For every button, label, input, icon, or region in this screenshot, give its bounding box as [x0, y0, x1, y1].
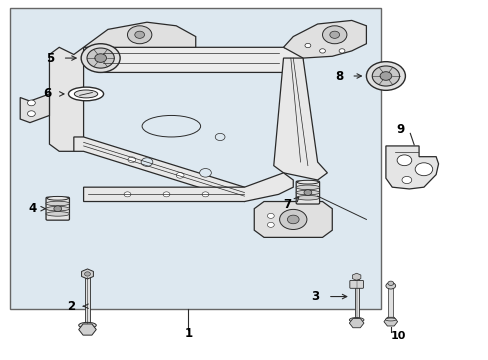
Polygon shape [83, 173, 293, 202]
Circle shape [141, 158, 153, 166]
Polygon shape [283, 21, 366, 58]
Circle shape [279, 210, 306, 229]
Circle shape [27, 100, 35, 106]
Polygon shape [254, 202, 331, 237]
Ellipse shape [296, 185, 319, 190]
Ellipse shape [47, 197, 68, 200]
Circle shape [54, 206, 61, 212]
Text: 6: 6 [43, 87, 52, 100]
Circle shape [304, 190, 311, 195]
Circle shape [305, 43, 310, 48]
Circle shape [95, 54, 106, 62]
Circle shape [414, 163, 432, 176]
Polygon shape [385, 146, 438, 189]
Circle shape [322, 26, 346, 44]
Bar [85, 277, 90, 323]
Circle shape [163, 192, 169, 197]
Text: 9: 9 [396, 123, 404, 136]
Ellipse shape [68, 87, 103, 101]
Circle shape [267, 222, 274, 227]
Circle shape [127, 26, 152, 44]
Circle shape [202, 192, 208, 197]
Ellipse shape [74, 90, 98, 98]
Circle shape [338, 49, 344, 53]
Ellipse shape [348, 318, 363, 322]
Text: 7: 7 [283, 198, 291, 211]
Ellipse shape [46, 206, 69, 211]
Bar [354, 279, 358, 318]
Circle shape [366, 62, 405, 90]
Polygon shape [74, 137, 254, 202]
Polygon shape [83, 47, 303, 72]
Ellipse shape [385, 283, 395, 289]
Circle shape [87, 48, 114, 68]
Circle shape [84, 272, 90, 276]
Circle shape [329, 31, 339, 39]
Ellipse shape [46, 212, 69, 216]
Polygon shape [20, 94, 49, 123]
Circle shape [215, 134, 224, 140]
Bar [387, 288, 392, 319]
Text: 3: 3 [311, 290, 319, 303]
Ellipse shape [385, 318, 395, 321]
Circle shape [199, 168, 211, 177]
Ellipse shape [296, 195, 319, 200]
Ellipse shape [79, 322, 96, 328]
Circle shape [124, 192, 131, 197]
Circle shape [287, 215, 299, 224]
Circle shape [396, 155, 411, 166]
Circle shape [135, 31, 144, 39]
Polygon shape [273, 58, 327, 180]
Polygon shape [83, 22, 195, 47]
Circle shape [401, 176, 411, 184]
Circle shape [379, 72, 391, 80]
Circle shape [81, 44, 120, 72]
Text: 2: 2 [67, 300, 75, 313]
Text: 5: 5 [46, 51, 55, 64]
Circle shape [176, 172, 183, 178]
FancyBboxPatch shape [349, 280, 363, 288]
Ellipse shape [387, 281, 393, 285]
Circle shape [319, 49, 325, 53]
Text: 8: 8 [334, 69, 343, 82]
Circle shape [128, 157, 136, 163]
Text: 1: 1 [184, 327, 192, 339]
Polygon shape [49, 47, 83, 151]
Text: 4: 4 [28, 202, 37, 215]
Circle shape [371, 66, 399, 86]
FancyBboxPatch shape [296, 181, 319, 204]
Text: 10: 10 [389, 331, 405, 341]
Ellipse shape [46, 201, 69, 206]
Ellipse shape [297, 180, 318, 184]
Ellipse shape [296, 190, 319, 195]
Ellipse shape [142, 116, 200, 137]
FancyBboxPatch shape [46, 197, 69, 220]
Circle shape [27, 111, 35, 117]
Bar [10, 8, 380, 309]
Circle shape [267, 213, 274, 219]
